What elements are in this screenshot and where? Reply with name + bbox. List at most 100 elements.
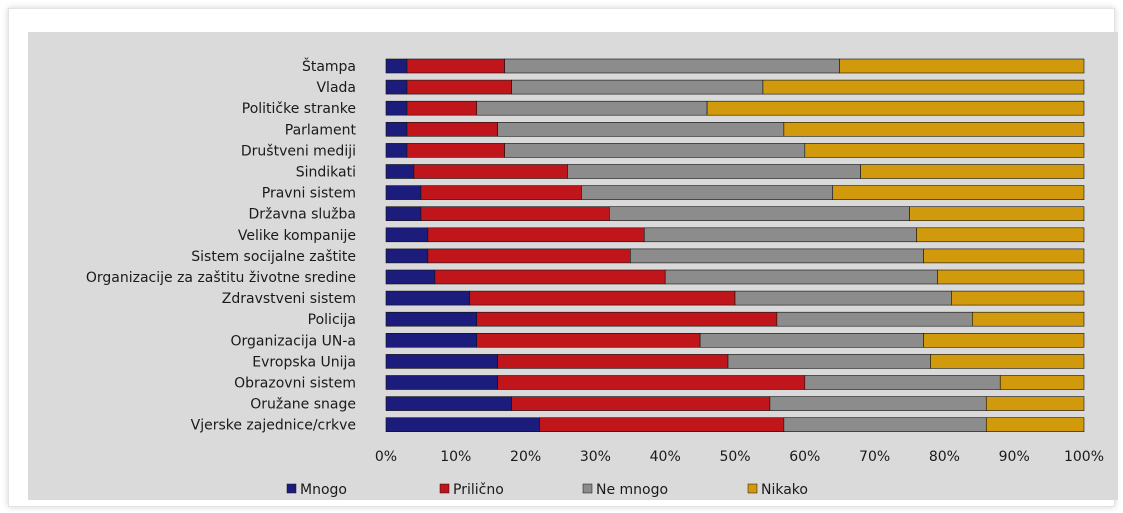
- bar-segment-mnogo: [385, 58, 408, 74]
- category-label: Evropska Unija: [252, 354, 356, 370]
- bar-segment-mnogo: [385, 290, 471, 306]
- bar-segment-nikako: [860, 164, 1085, 179]
- category-label: Zdravstveni sistem: [222, 291, 356, 307]
- bar-segment-nikako: [923, 248, 1085, 264]
- x-tick-label: 40%: [650, 449, 681, 465]
- bar-segment-ne-mnogo: [511, 79, 764, 95]
- bar-segment-nikako: [930, 354, 1085, 369]
- bar-segment-ne-mnogo: [581, 185, 834, 200]
- category-label: Velike kompanije: [238, 228, 356, 244]
- category-label: Organizacija UN-a: [230, 333, 356, 349]
- legend: Mnogo Prilično Ne mnogo Nikako: [286, 482, 808, 498]
- bar-segment-ne-mnogo: [629, 248, 924, 264]
- bar-segment-mnogo: [385, 417, 540, 433]
- bar-segment-prilično: [476, 332, 701, 348]
- category-label: Državna služba: [248, 207, 356, 223]
- bar-segment-nikako: [706, 100, 1085, 116]
- bar-segment-mnogo: [385, 375, 498, 390]
- bar-segment-ne-mnogo: [776, 311, 973, 327]
- bar-segment-ne-mnogo: [664, 269, 938, 285]
- bar-segment-prilično: [497, 375, 806, 390]
- category-label: Štampa: [302, 57, 356, 75]
- bar-segment-prilično: [406, 58, 505, 74]
- category-label: Parlament: [285, 122, 357, 138]
- category-label: Vlada: [316, 80, 356, 96]
- bar-segment-nikako: [909, 206, 1085, 221]
- legend-label: Mnogo: [300, 482, 347, 498]
- bar-segment-nikako: [916, 227, 1085, 243]
- bar-segment-nikako: [783, 122, 1085, 137]
- bar-segment-prilično: [406, 100, 478, 116]
- bar-segment-ne-mnogo: [567, 164, 861, 179]
- x-tick-label: 20%: [510, 449, 541, 465]
- bar-segment-mnogo: [385, 79, 408, 95]
- category-label: Oružane snage: [250, 397, 356, 413]
- bar-segment-mnogo: [385, 269, 436, 285]
- bar-segment-prilično: [427, 248, 631, 264]
- category-label: Vjerske zajednice/crkve: [191, 418, 356, 434]
- bar-segment-ne-mnogo: [476, 100, 708, 116]
- category-label: Obrazovni sistem: [234, 376, 356, 392]
- bar-segment-prilično: [469, 290, 736, 306]
- category-label: Organizacije za zaštitu životne sredine: [86, 270, 356, 286]
- x-axis-ticks: 0% 10% 20% 30% 40% 50% 60% 70% 80% 90% 100%: [375, 449, 1104, 465]
- bar-segment-nikako: [985, 417, 1085, 433]
- bar-segment-ne-mnogo: [804, 375, 1001, 390]
- bar-segment-mnogo: [385, 332, 478, 348]
- bar-segment-mnogo: [385, 396, 512, 411]
- bar-segment-prilično: [497, 354, 729, 369]
- bar-segment-ne-mnogo: [699, 332, 924, 348]
- bar-segment-ne-mnogo: [504, 143, 806, 158]
- bar-segment-ne-mnogo: [734, 290, 952, 306]
- category-label: Sindikati: [296, 165, 356, 181]
- x-tick-label: 50%: [719, 449, 750, 465]
- legend-label: Ne mnogo: [596, 482, 668, 498]
- bar-segment-prilično: [476, 311, 778, 327]
- bar-segment-nikako: [923, 332, 1085, 348]
- bar-segment-ne-mnogo: [609, 206, 910, 221]
- category-labels: Štampa Vlada Političke stranke Parlament Dru…: [86, 57, 357, 434]
- bar-segment-prilično: [427, 227, 645, 243]
- bar-segment-mnogo: [385, 227, 429, 243]
- bar-segment-mnogo: [385, 311, 478, 327]
- bar-segment-nikako: [972, 311, 1085, 327]
- bar-segment-nikako: [937, 269, 1085, 285]
- bar-segment-mnogo: [385, 185, 422, 200]
- bar-segment-prilično: [420, 185, 582, 200]
- x-tick-label: 90%: [999, 449, 1030, 465]
- bar-segment-nikako: [999, 375, 1085, 390]
- bar-segment-mnogo: [385, 100, 408, 116]
- bar-segment-ne-mnogo: [727, 354, 931, 369]
- bar-segment-nikako: [985, 396, 1085, 411]
- bar-segment-mnogo: [385, 143, 408, 158]
- bar-segment-mnogo: [385, 354, 498, 369]
- bar-segment-nikako: [951, 290, 1085, 306]
- bar-segment-mnogo: [385, 248, 429, 264]
- legend-label: Prilično: [453, 482, 504, 498]
- x-tick-label: 30%: [580, 449, 611, 465]
- category-label: Sistem socijalne zaštite: [191, 249, 356, 265]
- bar-segment-mnogo: [385, 122, 408, 137]
- x-tick-label: 100%: [1064, 449, 1104, 465]
- bar-segment-prilično: [511, 396, 771, 411]
- bar-segment-mnogo: [385, 164, 415, 179]
- bar-segment-prilično: [406, 79, 512, 95]
- category-label: Društveni mediji: [241, 143, 356, 159]
- bar-segment-prilično: [406, 122, 498, 137]
- bar-segment-prilično: [406, 143, 505, 158]
- bar-segment-ne-mnogo: [769, 396, 987, 411]
- bar-segment-prilično: [420, 206, 610, 221]
- x-tick-label: 60%: [789, 449, 820, 465]
- legend-swatch-nikako: [747, 483, 758, 494]
- bars-group: [385, 58, 1085, 433]
- x-tick-label: 0%: [375, 449, 397, 465]
- bar-segment-nikako: [762, 79, 1085, 95]
- bar-segment-mnogo: [385, 206, 422, 221]
- bar-segment-prilično: [434, 269, 666, 285]
- legend-swatch-mnogo: [286, 483, 297, 494]
- legend-label: Nikako: [761, 482, 808, 498]
- bar-segment-ne-mnogo: [783, 417, 987, 433]
- bar-segment-nikako: [839, 58, 1085, 74]
- legend-swatch-ne-mnogo: [582, 483, 593, 494]
